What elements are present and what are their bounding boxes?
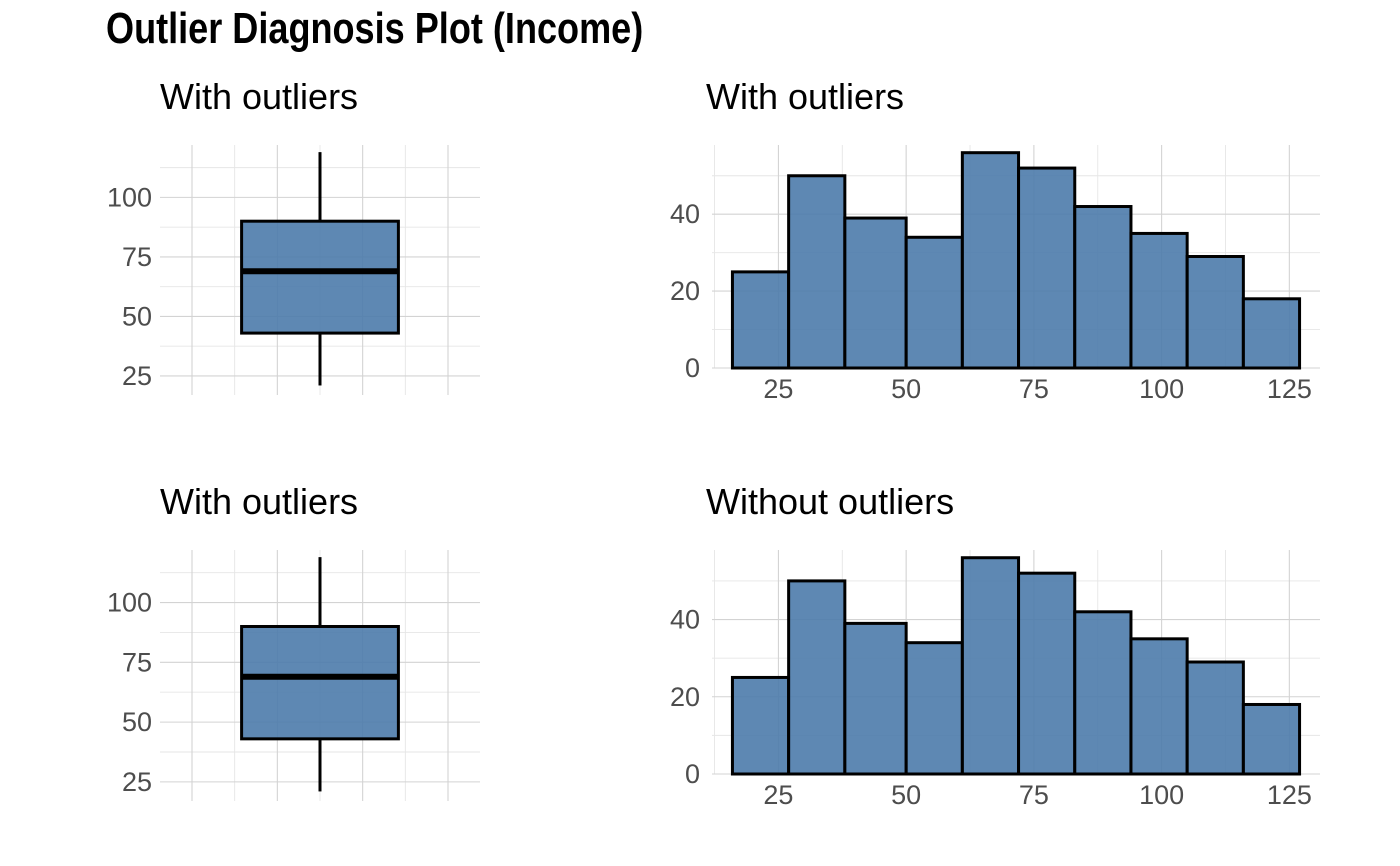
histogram-bar (1129, 637, 1189, 776)
x-tick-label: 50 (891, 374, 921, 404)
panel-title: Without outliers (706, 481, 954, 522)
histogram-bar (1129, 231, 1189, 370)
histogram-bar (1073, 205, 1133, 370)
histogram-bar (1185, 255, 1245, 370)
panel-title: With outliers (160, 481, 358, 522)
histogram-bar (730, 270, 791, 370)
histogram-bar (1017, 571, 1077, 776)
panel-box-top: With outliers 25 50 75 100 (107, 76, 480, 395)
y-tick-label: 75 (122, 242, 152, 272)
x-tick-label: 100 (1139, 780, 1184, 810)
histogram-bar (787, 579, 847, 776)
panel-title: With outliers (706, 76, 904, 117)
y-tick-label: 50 (122, 707, 152, 737)
y-tick-label: 100 (107, 588, 152, 618)
y-tick-label: 75 (122, 647, 152, 677)
histogram-bar (1017, 166, 1077, 370)
histogram-bar (904, 641, 964, 776)
histogram-bar (1185, 660, 1245, 776)
panel-box-bottom: With outliers 25 50 75 100 (107, 481, 480, 801)
y-tick-label: 50 (122, 301, 152, 331)
y-tick-label: 0 (685, 353, 700, 383)
x-tick-label: 125 (1267, 374, 1312, 404)
panel-hist-top: With outliers 0 20 40 25 50 75 100 125 (670, 76, 1320, 404)
box-iqr (240, 624, 400, 741)
histogram-bar (843, 621, 908, 776)
histogram-bar (960, 151, 1021, 370)
boxplot-area: 25 50 75 100 (107, 145, 480, 395)
x-tick-label: 25 (763, 374, 793, 404)
histogram-bar (1241, 702, 1302, 776)
y-tick-label: 40 (670, 199, 700, 229)
x-tick-label: 25 (763, 780, 793, 810)
y-tick-label: 0 (685, 759, 700, 789)
histogram-area: 0 20 40 25 50 75 100 125 (670, 550, 1320, 810)
panel-hist-bottom: Without outliers 0 20 40 25 50 75 100 125 (670, 481, 1320, 810)
main-title: Outlier Diagnosis Plot (Income) (106, 4, 644, 53)
histogram-bar (730, 675, 791, 776)
y-tick-label: 25 (122, 361, 152, 391)
histogram-bar (787, 174, 847, 370)
histogram-bar (843, 216, 908, 370)
histogram-bar (1241, 297, 1302, 370)
y-tick-label: 25 (122, 767, 152, 797)
panel-title: With outliers (160, 76, 358, 117)
histogram-area: 0 20 40 25 50 75 100 125 (670, 145, 1320, 404)
histogram-bar (960, 556, 1021, 776)
y-tick-label: 20 (670, 276, 700, 306)
x-tick-label: 75 (1019, 780, 1049, 810)
histogram-bar (904, 235, 964, 370)
x-tick-label: 125 (1267, 780, 1312, 810)
x-tick-label: 50 (891, 780, 921, 810)
y-tick-label: 40 (670, 605, 700, 635)
histogram-bar (1073, 610, 1133, 776)
x-tick-label: 75 (1019, 374, 1049, 404)
y-tick-label: 20 (670, 682, 700, 712)
box-iqr (240, 219, 400, 335)
y-tick-label: 100 (107, 182, 152, 212)
boxplot-area: 25 50 75 100 (107, 550, 480, 801)
x-tick-label: 100 (1139, 374, 1184, 404)
